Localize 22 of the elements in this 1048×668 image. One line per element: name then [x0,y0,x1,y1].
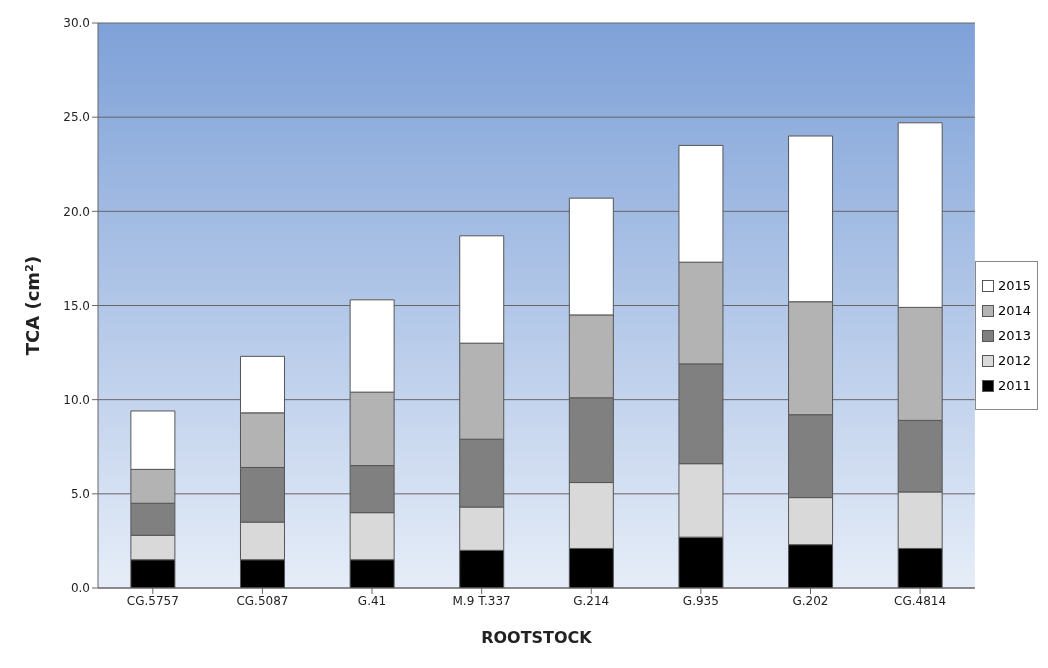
legend-label: 2015 [997,278,1031,293]
y-tick-label: 30.0 [63,16,90,31]
x-tick-label: G.202 [792,593,829,608]
legend-label: 2011 [997,378,1031,393]
y-tick-label: 0.0 [70,581,90,596]
x-tick-label: G.935 [682,593,719,608]
x-axis-title: ROOTSTOCK [481,628,593,647]
x-tick-label: G.214 [573,593,610,608]
legend-label: 2012 [997,353,1031,368]
y-tick-label: 15.0 [63,298,90,313]
x-tick-label: G.41 [357,593,387,608]
y-axis-title: TCA (cm²) [22,255,44,356]
y-tick-label: 25.0 [63,110,90,125]
x-tick-label: M.9 T.337 [452,593,511,608]
legend-label: 2013 [997,328,1031,343]
y-tick-label: 20.0 [63,204,90,219]
x-tick-label: CG.4814 [894,593,947,608]
y-tick-label: 5.0 [70,487,90,502]
x-tick-label: CG.5757 [126,593,179,608]
x-tick-label: CG.5087 [236,593,289,608]
legend-label: 2014 [997,303,1031,318]
y-tick-label: 10.0 [63,392,90,407]
